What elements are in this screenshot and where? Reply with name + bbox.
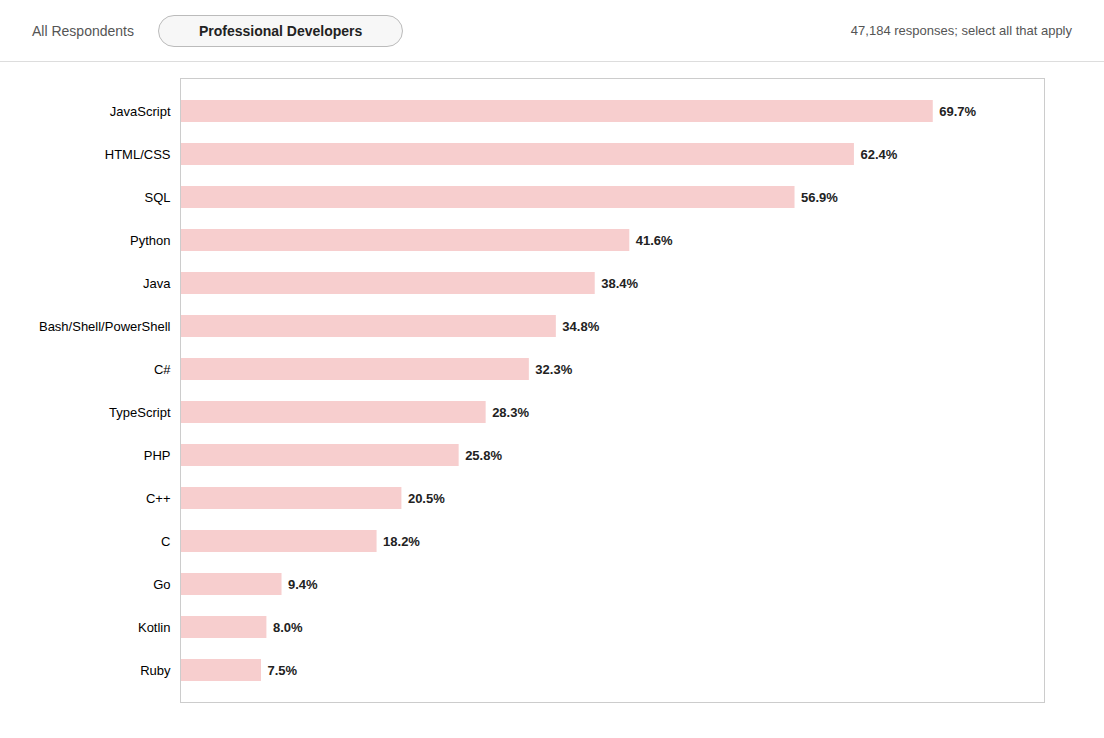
svg-text:Java: Java <box>143 276 171 291</box>
svg-text:56.9%: 56.9% <box>801 190 838 205</box>
svg-text:JavaScript: JavaScript <box>110 104 171 119</box>
svg-text:28.3%: 28.3% <box>492 405 529 420</box>
html-text:47,184 responses; select all t: 47,184 responses; select all that apply <box>850 23 1072 38</box>
svg-text:HTML/CSS: HTML/CSS <box>105 147 171 162</box>
html-text:Professional Developers: Professional Developers <box>199 22 363 39</box>
svg-text:38.4%: 38.4% <box>601 276 638 291</box>
svg-text:18.2%: 18.2% <box>383 534 420 549</box>
svg-text:Go: Go <box>153 577 170 592</box>
svg-text:Bash/Shell/PowerShell: Bash/Shell/PowerShell <box>39 319 171 334</box>
svg-text:PHP: PHP <box>144 448 171 463</box>
svg-text:SQL: SQL <box>144 190 170 205</box>
svg-text:69.7%: 69.7% <box>939 104 976 119</box>
html-text:All Respondents: All Respondents <box>32 22 134 39</box>
svg-text:9.4%: 9.4% <box>288 577 318 592</box>
svg-text:Ruby: Ruby <box>140 663 171 678</box>
svg-text:8.0%: 8.0% <box>273 620 303 635</box>
svg-text:34.8%: 34.8% <box>562 319 599 334</box>
svg-text:C#: C# <box>154 362 171 377</box>
svg-text:C: C <box>161 534 170 549</box>
svg-text:20.5%: 20.5% <box>408 491 445 506</box>
svg-text:25.8%: 25.8% <box>465 448 502 463</box>
svg-text:C++: C++ <box>146 491 171 506</box>
svg-text:Python: Python <box>130 233 170 248</box>
svg-text:62.4%: 62.4% <box>860 147 897 162</box>
svg-text:41.6%: 41.6% <box>636 233 673 248</box>
svg-text:7.5%: 7.5% <box>268 663 298 678</box>
svg-text:Kotlin: Kotlin <box>138 620 171 635</box>
svg-text:TypeScript: TypeScript <box>109 405 171 420</box>
svg-text:32.3%: 32.3% <box>535 362 572 377</box>
